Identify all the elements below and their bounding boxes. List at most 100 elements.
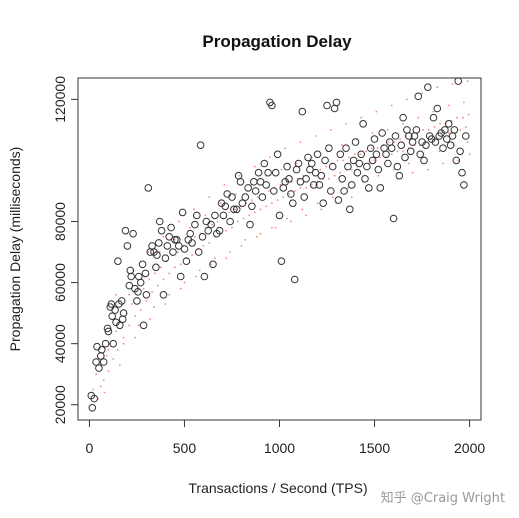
observed-point bbox=[171, 236, 179, 244]
observed-point bbox=[188, 239, 196, 247]
observed-point bbox=[315, 181, 324, 189]
observed-point bbox=[342, 144, 350, 152]
observed-point bbox=[198, 233, 207, 241]
observed-point bbox=[176, 272, 185, 281]
x-tick-label: 0 bbox=[86, 440, 94, 456]
observed-point bbox=[346, 205, 354, 214]
sample-point bbox=[299, 187, 302, 189]
observed-point bbox=[258, 193, 267, 201]
sample-point bbox=[134, 336, 136, 339]
sample-point bbox=[426, 168, 429, 171]
sample-point bbox=[360, 116, 363, 119]
sample-point bbox=[442, 162, 444, 165]
sample-point bbox=[271, 202, 273, 205]
observed-point bbox=[309, 181, 318, 189]
observed-point bbox=[186, 229, 194, 238]
observed-point bbox=[204, 226, 212, 235]
sample-point bbox=[438, 150, 441, 153]
observed-point bbox=[178, 208, 187, 217]
observed-point bbox=[219, 211, 228, 220]
observed-point bbox=[175, 242, 183, 250]
observed-point bbox=[119, 309, 128, 317]
observed-point bbox=[133, 297, 141, 305]
observed-point bbox=[139, 321, 148, 330]
sample-point bbox=[107, 348, 110, 351]
observed-point bbox=[349, 156, 358, 165]
observed-point bbox=[279, 184, 288, 192]
observed-point bbox=[167, 223, 175, 232]
sample-point bbox=[236, 220, 239, 223]
sample-point bbox=[103, 391, 106, 394]
observed-point bbox=[88, 404, 97, 412]
sample-point bbox=[468, 153, 471, 156]
observed-point bbox=[405, 132, 413, 140]
sample-point bbox=[153, 306, 155, 308]
observed-point bbox=[191, 220, 199, 229]
sample-point bbox=[95, 373, 97, 376]
observed-point bbox=[92, 358, 100, 366]
observed-point bbox=[317, 171, 326, 180]
sample-point bbox=[145, 300, 148, 302]
observed-point bbox=[157, 226, 166, 235]
observed-point bbox=[285, 175, 293, 183]
sample-point bbox=[316, 202, 319, 205]
sample-point bbox=[396, 150, 399, 153]
observed-point bbox=[244, 184, 252, 192]
observed-point bbox=[416, 150, 425, 159]
observed-point bbox=[111, 306, 119, 314]
sample-point bbox=[301, 208, 304, 211]
sample-point bbox=[148, 278, 151, 281]
watermark: 知乎 @Craig Wright bbox=[380, 491, 505, 506]
observed-point bbox=[359, 120, 367, 128]
sample-point bbox=[214, 257, 216, 260]
sample-point bbox=[359, 153, 362, 156]
sample-point bbox=[115, 293, 117, 296]
sample-point bbox=[256, 196, 259, 199]
sample-point bbox=[328, 177, 330, 180]
observed-point bbox=[384, 159, 392, 168]
observed-point bbox=[296, 178, 305, 186]
observed-point bbox=[443, 135, 451, 143]
observed-point bbox=[304, 153, 312, 162]
sample-point bbox=[456, 116, 459, 119]
x-tick-label: 2000 bbox=[454, 440, 485, 456]
observed-point bbox=[290, 275, 299, 284]
observed-point bbox=[129, 229, 137, 238]
observed-point bbox=[361, 175, 369, 183]
y-tick-label: 80000 bbox=[52, 202, 68, 241]
sample-point bbox=[269, 156, 271, 159]
observed-point bbox=[159, 291, 168, 299]
sample-point bbox=[115, 330, 117, 333]
observed-point bbox=[251, 187, 260, 195]
observed-point bbox=[232, 205, 241, 214]
observed-point bbox=[180, 245, 189, 253]
observed-point bbox=[338, 175, 347, 183]
sample-point bbox=[411, 171, 414, 174]
observed-point bbox=[439, 144, 447, 152]
observed-point bbox=[256, 178, 265, 186]
sample-point bbox=[159, 266, 162, 269]
observed-point bbox=[408, 138, 417, 146]
sample-point bbox=[373, 159, 376, 162]
x-tick-label: 1000 bbox=[264, 440, 295, 456]
observed-point bbox=[351, 138, 360, 146]
observed-point bbox=[319, 199, 328, 207]
observed-point bbox=[200, 272, 209, 281]
observed-point bbox=[194, 248, 203, 256]
sample-point bbox=[193, 208, 195, 211]
observed-point bbox=[148, 242, 156, 250]
sample-point bbox=[210, 263, 213, 266]
observed-point bbox=[357, 150, 366, 159]
sample-point bbox=[436, 86, 439, 89]
sample-point bbox=[466, 80, 469, 82]
y-axis-label: Propagation Delay (milliseconds) bbox=[7, 147, 23, 352]
observed-point bbox=[313, 150, 322, 159]
y-tick-label: 120000 bbox=[52, 76, 68, 123]
observed-point bbox=[196, 141, 205, 149]
sample-point bbox=[251, 199, 253, 202]
sample-point bbox=[147, 251, 150, 254]
x-axis: 0 500 1000 1500 2000 bbox=[86, 419, 485, 456]
observed-point bbox=[248, 202, 256, 211]
sample-point bbox=[198, 269, 201, 272]
